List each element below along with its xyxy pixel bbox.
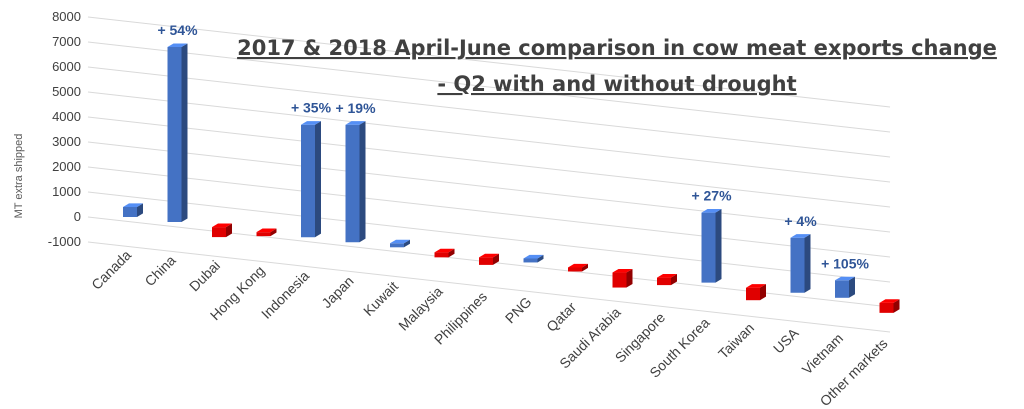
data-label: + 105% [821,255,869,271]
y-tick-label: 4000 [52,109,81,124]
data-label: + 4% [784,213,817,229]
x-tick-label: Taiwan [715,320,757,362]
gridline [87,241,891,333]
bar-other-markets [879,299,900,313]
x-tick-label: Japan [318,273,356,311]
bar-vietnam [835,276,855,298]
x-tick-label: PNG [502,294,535,327]
bar-south-korea [701,209,722,283]
gridline [87,66,891,158]
x-tick-label: China [141,252,178,289]
y-tick-label: 1000 [52,184,81,199]
gridline [87,141,891,233]
gridline [87,91,891,183]
gridline [87,41,891,133]
x-tick-label: Qatar [543,299,579,335]
bar-saudi-arabia [612,268,633,288]
y-tick-label: 7000 [52,34,81,49]
bar-dubai [212,223,232,238]
x-tick-label: Vietnam [799,330,846,377]
x-tick-label: Indonesia [258,267,312,321]
bar-malaysia [434,248,455,258]
x-tick-label: Kuwait [360,278,401,319]
x-tick-label: Malaysia [395,283,446,334]
gridline [87,116,891,208]
bar-png [523,254,544,263]
gridline [87,166,891,258]
y-tick-label: 6000 [52,59,81,74]
gridline [87,16,891,108]
bar-hong-kong [256,228,277,237]
x-tick-label: USA [770,324,802,356]
data-labels: + 54% + 35% + 19% + 27% + 4% + 105% [157,22,869,271]
bar-kuwait [390,239,410,248]
gridline [87,191,891,283]
bar-singapore [657,274,677,286]
bar-qatar [568,263,588,272]
gridlines [87,16,891,333]
bar-usa [790,234,811,293]
data-label: + 19% [335,100,376,116]
y-tick-label: 2000 [52,159,81,174]
bars [123,43,900,313]
y-tick-label: 0 [74,209,81,224]
x-tick-label: Canada [88,247,134,293]
data-label: + 54% [157,22,198,38]
chart-title-line-2: - Q2 with and without drought [437,72,796,96]
y-tick-label: 5000 [52,84,81,99]
data-label: + 35% [291,100,332,116]
y-tick-label: 3000 [52,134,81,149]
chart-title-line-1: 2017 & 2018 April-June comparison in cow… [237,36,997,60]
bar-japan [345,121,366,243]
y-axis: -1000 0 1000 2000 3000 4000 5000 6000 7000 8000 [48,9,81,249]
y-axis-label: MT extra shipped [13,134,25,219]
bar-china [167,43,188,223]
y-tick-label: 8000 [52,9,81,24]
x-tick-label: Dubai [186,257,223,294]
bar-indonesia [301,121,321,238]
bar-taiwan [746,284,766,301]
y-tick-label: -1000 [48,234,81,249]
data-label: + 27% [691,188,732,204]
bar-canada [123,203,143,217]
bar-philippines [479,253,499,265]
